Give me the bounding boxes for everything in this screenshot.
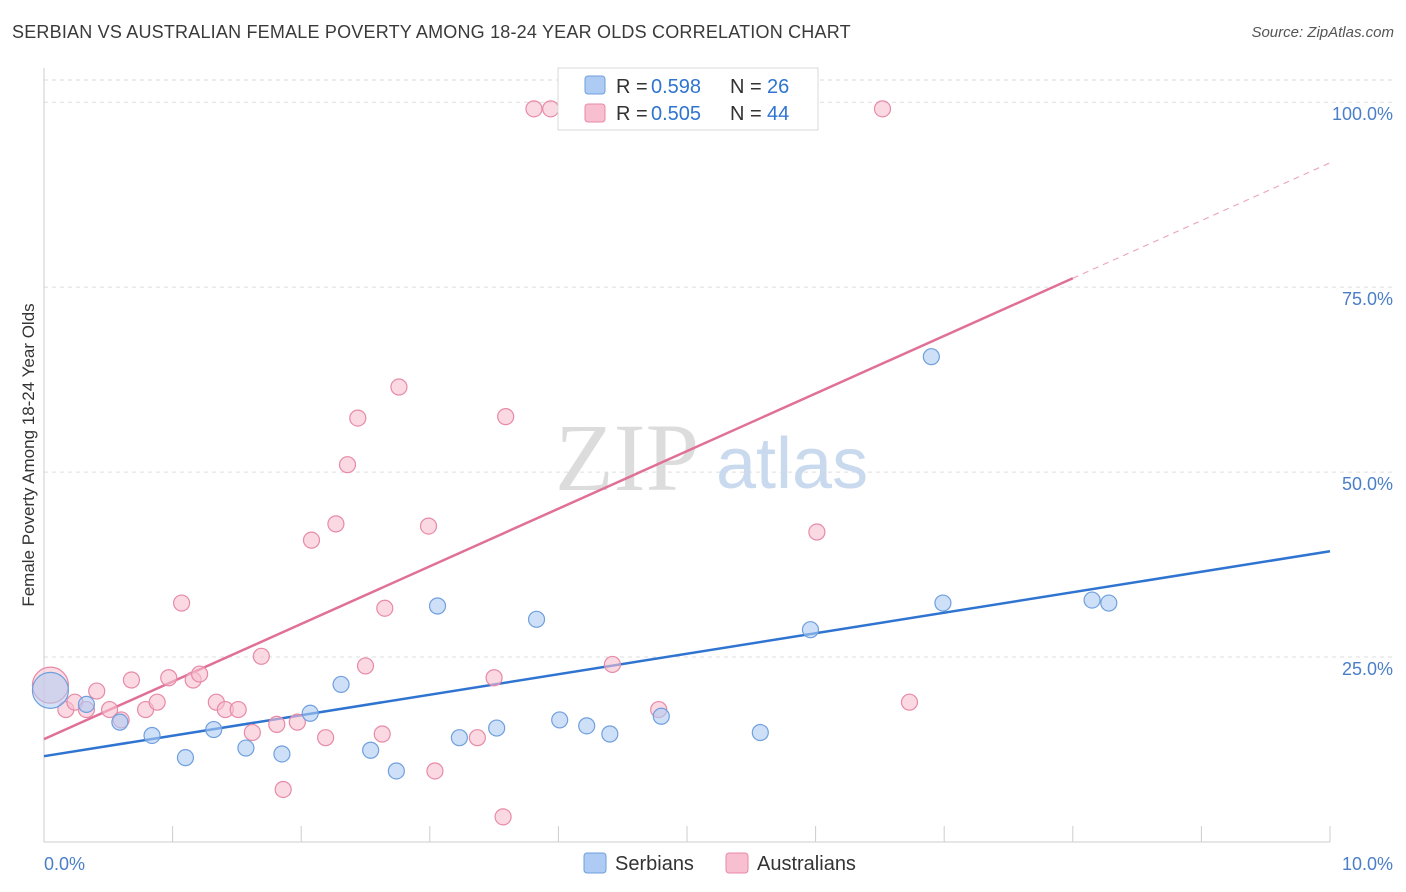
- point-australian: [338, 456, 357, 474]
- point-australian: [419, 517, 438, 535]
- point-australian: [542, 100, 560, 118]
- serbians-n-label: N =: [730, 76, 762, 98]
- points-serbians: [31, 348, 1118, 780]
- y-tick-label: 75.0%: [1342, 289, 1393, 309]
- point-australian: [494, 808, 512, 826]
- point-australian: [148, 693, 166, 711]
- point-serbian: [77, 695, 96, 713]
- point-serbian: [652, 707, 670, 725]
- point-australian: [100, 700, 119, 719]
- point-serbian: [450, 729, 468, 747]
- australians-trend-extension: [1072, 162, 1331, 279]
- x-axis: 0.0% 10.0%: [43, 68, 1393, 874]
- series-legend: Serbians Australians: [583, 852, 856, 875]
- y-tick-label: 25.0%: [1342, 659, 1393, 679]
- point-serbian: [751, 723, 769, 742]
- point-australian: [373, 725, 391, 743]
- y-axis-labels: 25.0% 50.0% 75.0% 100.0%: [1332, 104, 1393, 679]
- point-australian: [497, 408, 515, 426]
- serbians-n-value: 26: [767, 76, 789, 98]
- point-australian: [349, 409, 367, 427]
- australians-n-label: N =: [730, 103, 762, 125]
- chart-title: SERBIAN VS AUSTRALIAN FEMALE POVERTY AMO…: [12, 22, 851, 42]
- australians-r-value: 0.505: [651, 103, 701, 125]
- point-australian: [252, 647, 270, 665]
- y-tick-label: 100.0%: [1332, 104, 1393, 124]
- point-serbian: [31, 671, 70, 709]
- point-australian: [317, 729, 335, 747]
- y-tick-label: 50.0%: [1342, 474, 1393, 494]
- point-australian: [603, 655, 622, 674]
- point-australian: [426, 762, 444, 780]
- point-australian: [191, 665, 209, 683]
- point-australian: [327, 515, 345, 533]
- point-australian: [122, 671, 141, 689]
- legend-serbians-swatch: [583, 852, 607, 874]
- point-australian: [173, 594, 191, 612]
- point-australian: [900, 693, 919, 711]
- australians-trend-line: [43, 277, 1074, 741]
- point-serbian: [1083, 591, 1101, 609]
- serbians-trend-line: [43, 550, 1331, 758]
- australians-swatch: [584, 103, 606, 123]
- australians-r-label: R =: [616, 103, 648, 125]
- point-serbian: [578, 717, 596, 735]
- point-serbian: [601, 725, 619, 743]
- source-label: Source: ZipAtlas.com: [1251, 24, 1394, 41]
- stats-legend: R = 0.598 N = 26 R = 0.505 N = 44: [557, 67, 819, 131]
- point-australian: [525, 100, 543, 118]
- watermark-zip: ZIP: [555, 404, 699, 511]
- point-serbian: [488, 719, 506, 737]
- point-serbian: [362, 741, 380, 759]
- point-australian: [808, 523, 826, 541]
- legend-australians-label: Australians: [757, 853, 856, 875]
- serbians-swatch: [584, 75, 606, 95]
- point-serbian: [801, 621, 820, 639]
- legend-australians-swatch: [725, 852, 749, 874]
- point-serbian: [301, 704, 319, 722]
- point-australian: [243, 723, 261, 742]
- point-australian: [390, 378, 408, 396]
- serbians-r-label: R =: [616, 76, 648, 98]
- y-axis-title: Female Poverty Among 18-24 Year Olds: [19, 303, 38, 606]
- point-australian: [356, 657, 375, 675]
- point-australian: [288, 713, 306, 731]
- watermark-atlas: atlas: [716, 424, 868, 504]
- point-australian: [160, 669, 178, 687]
- point-australian: [485, 669, 503, 687]
- point-serbian: [428, 597, 447, 615]
- australians-n-value: 44: [767, 103, 789, 125]
- point-serbian: [143, 726, 161, 745]
- point-serbian: [205, 720, 223, 739]
- point-australian: [268, 715, 286, 733]
- legend-serbians-label: Serbians: [615, 853, 694, 875]
- point-serbian: [111, 713, 129, 731]
- point-australian: [376, 599, 394, 617]
- point-australian: [873, 100, 892, 118]
- points-australians: [31, 100, 919, 826]
- serbians-r-value: 0.598: [651, 76, 701, 98]
- point-serbian: [387, 762, 405, 780]
- point-serbian: [332, 675, 350, 694]
- x-tick-label-min: 0.0%: [44, 854, 85, 874]
- trend-lines: [43, 162, 1331, 758]
- point-serbian: [527, 610, 546, 628]
- point-serbian: [934, 594, 952, 612]
- point-serbian: [273, 745, 291, 763]
- point-serbian: [176, 749, 195, 767]
- point-serbian: [922, 348, 940, 366]
- point-australian: [274, 780, 292, 799]
- point-australian: [302, 531, 321, 549]
- point-serbian: [551, 711, 569, 729]
- point-serbian: [237, 739, 255, 757]
- x-tick-label-max: 10.0%: [1342, 854, 1393, 874]
- point-serbian: [1100, 594, 1118, 612]
- point-australian: [229, 700, 247, 719]
- watermark: ZIP atlas: [555, 404, 868, 511]
- point-australian: [88, 682, 106, 700]
- point-australian: [468, 729, 486, 747]
- gridlines: [44, 79, 1395, 658]
